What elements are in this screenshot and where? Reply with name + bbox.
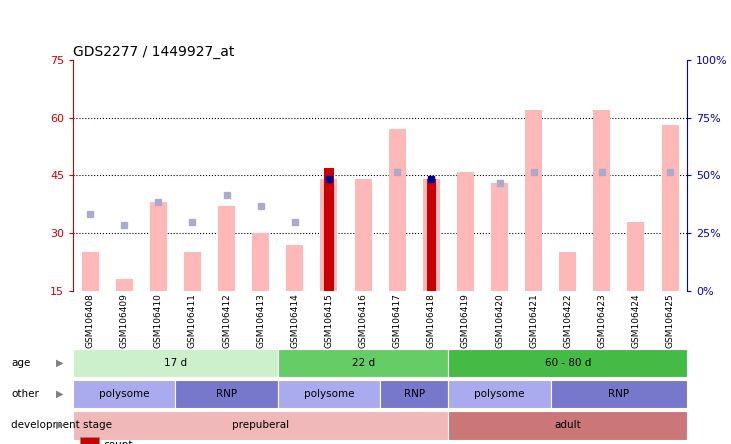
Bar [380,380,448,408]
Bar [423,179,440,291]
Bar [448,380,550,408]
Text: prepuberal: prepuberal [232,420,289,430]
Bar [525,110,542,291]
Bar [559,252,576,291]
Text: GDS2277 / 1449927_at: GDS2277 / 1449927_at [73,45,235,59]
Bar [73,411,448,440]
Bar [448,411,687,440]
Bar [389,129,406,291]
Bar [627,222,645,291]
Bar [491,183,508,291]
Bar [287,245,303,291]
Bar [82,252,99,291]
Bar [184,252,201,291]
Text: ▶: ▶ [56,389,64,399]
Text: polysome: polysome [474,389,525,399]
Bar [427,179,436,291]
Bar [320,179,338,291]
Bar [278,380,380,408]
Text: development stage: development stage [11,420,112,430]
Bar [355,179,371,291]
Bar [457,171,474,291]
Text: polysome: polysome [303,389,355,399]
Text: RNP: RNP [216,389,237,399]
Text: 60 - 80 d: 60 - 80 d [545,358,591,368]
Bar [218,206,235,291]
Bar [594,110,610,291]
Text: ▶: ▶ [56,358,64,368]
Text: RNP: RNP [404,389,425,399]
Bar [252,233,269,291]
Bar [73,380,175,408]
Text: polysome: polysome [99,389,150,399]
Text: ▶: ▶ [56,420,64,430]
Bar [278,349,448,377]
Text: adult: adult [554,420,581,430]
Bar [115,279,133,291]
Bar [550,380,687,408]
Text: 22 d: 22 d [352,358,374,368]
Text: 17 d: 17 d [164,358,187,368]
Bar [325,168,333,291]
Bar [175,380,278,408]
Bar [150,202,167,291]
Bar [662,125,678,291]
Bar [73,349,278,377]
Text: count: count [104,440,133,444]
Text: RNP: RNP [608,389,629,399]
Bar [448,349,687,377]
Text: age: age [11,358,31,368]
Text: other: other [11,389,39,399]
